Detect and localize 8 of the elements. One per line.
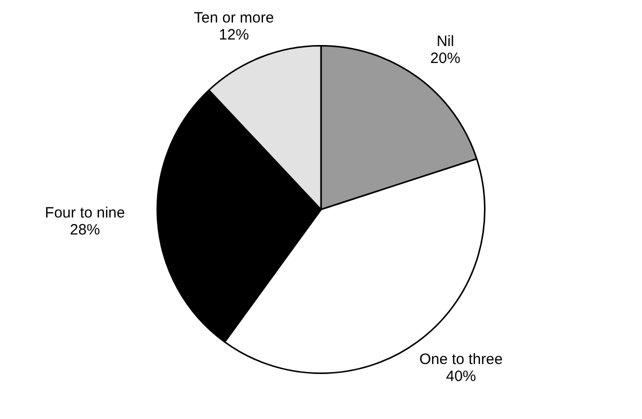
data-label: 28% — [70, 221, 100, 238]
slice-label: Ten or more — [194, 9, 274, 26]
data-label: 12% — [218, 26, 249, 44]
data-label: 20% — [430, 50, 460, 68]
slice-label: Four to nine — [44, 204, 125, 222]
data-label: 40% — [446, 368, 476, 386]
slice-label: One to three — [419, 351, 503, 368]
slice-label: Nil — [436, 33, 454, 50]
